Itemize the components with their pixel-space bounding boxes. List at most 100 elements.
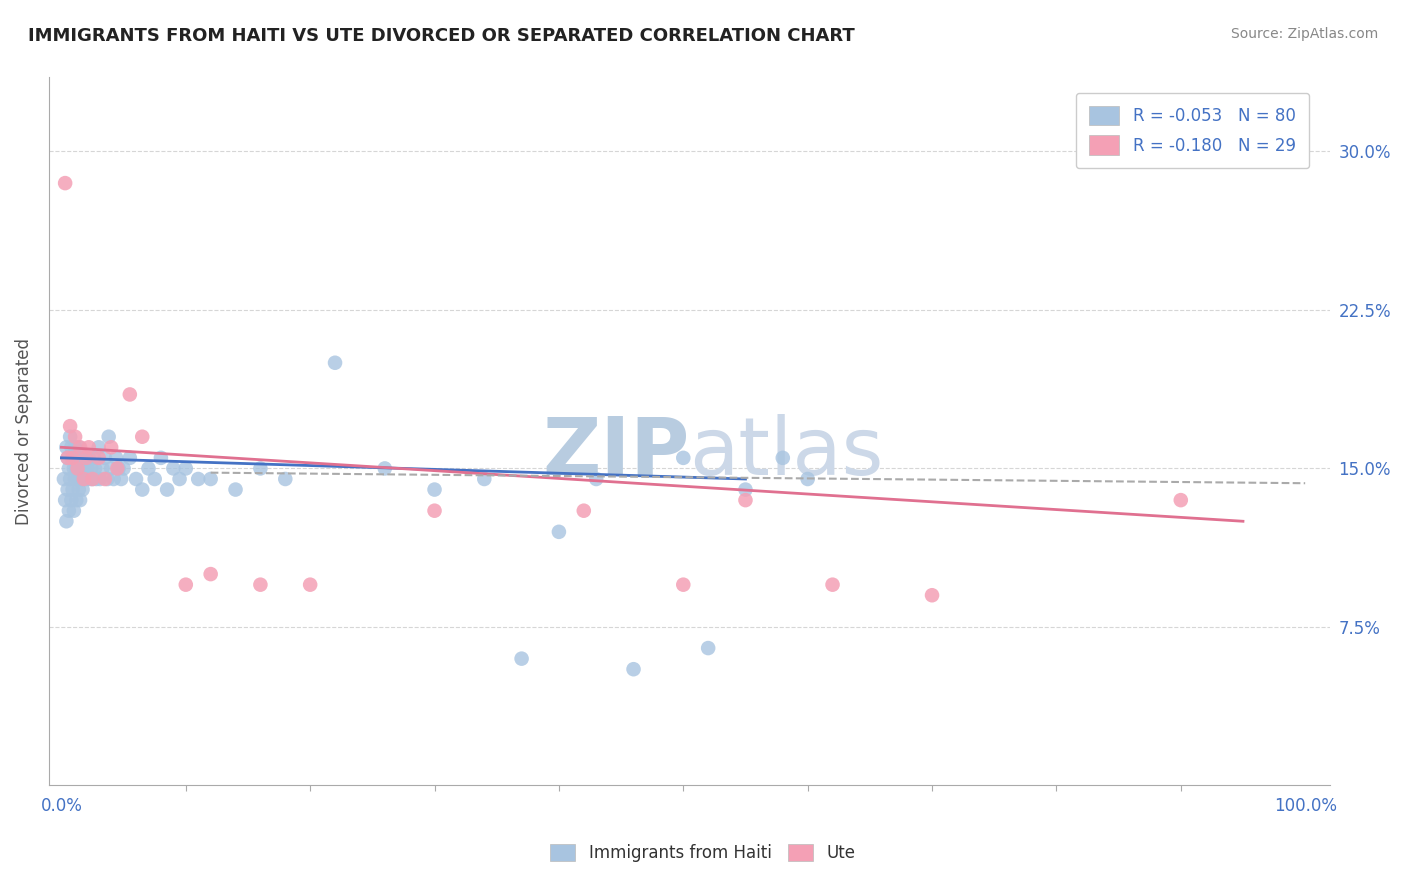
Point [59, 472, 82, 486]
Point [112, 461, 135, 475]
Point [55, 514, 77, 528]
Point [59, 419, 82, 434]
Text: atlas: atlas [689, 414, 884, 491]
Point [548, 524, 571, 539]
Point [105, 450, 128, 465]
Point [100, 440, 122, 454]
Point [73, 450, 96, 465]
Point [91, 461, 114, 475]
Point [105, 461, 128, 475]
Point [423, 504, 446, 518]
Point [87, 440, 110, 454]
Point [249, 577, 271, 591]
Point [56, 483, 79, 497]
Point [82, 472, 104, 486]
Point [63, 430, 86, 444]
Point [56, 450, 79, 465]
Point [138, 461, 160, 475]
Point [70, 450, 93, 465]
Point [80, 461, 103, 475]
Text: ZIP: ZIP [543, 414, 689, 491]
Point [76, 461, 98, 475]
Point [63, 440, 86, 454]
Point [89, 472, 111, 486]
Point [169, 472, 191, 486]
Y-axis label: Divorced or Separated: Divorced or Separated [15, 338, 32, 525]
Point [156, 483, 179, 497]
Point [97, 430, 120, 444]
Point [200, 567, 222, 582]
Point [174, 461, 197, 475]
Point [70, 472, 93, 486]
Point [65, 493, 87, 508]
Point [125, 472, 148, 486]
Point [821, 577, 844, 591]
Point [63, 461, 86, 475]
Point [67, 483, 90, 497]
Point [55, 440, 77, 454]
Point [73, 472, 96, 486]
Point [100, 461, 122, 475]
Point [697, 641, 720, 656]
Point [53, 176, 76, 190]
Point [83, 450, 105, 465]
Point [73, 461, 96, 475]
Point [58, 461, 80, 475]
Point [66, 450, 89, 465]
Point [118, 387, 141, 401]
Point [103, 472, 125, 486]
Point [772, 450, 794, 465]
Point [94, 472, 117, 486]
Point [69, 493, 91, 508]
Point [623, 662, 645, 676]
Point [66, 472, 89, 486]
Point [69, 461, 91, 475]
Point [585, 472, 607, 486]
Point [63, 472, 86, 486]
Point [510, 651, 533, 665]
Point [299, 577, 322, 591]
Point [87, 450, 110, 465]
Point [60, 440, 83, 454]
Point [67, 440, 90, 454]
Point [796, 472, 818, 486]
Point [82, 472, 104, 486]
Point [65, 461, 87, 475]
Point [84, 461, 107, 475]
Point [149, 450, 172, 465]
Point [225, 483, 247, 497]
Point [162, 461, 184, 475]
Point [94, 450, 117, 465]
Point [423, 483, 446, 497]
Point [672, 577, 695, 591]
Point [79, 472, 101, 486]
Point [58, 504, 80, 518]
Point [56, 450, 79, 465]
Point [131, 483, 153, 497]
Point [75, 472, 97, 486]
Point [143, 472, 166, 486]
Point [672, 450, 695, 465]
Point [59, 430, 82, 444]
Point [118, 450, 141, 465]
Point [1170, 493, 1192, 508]
Point [734, 483, 756, 497]
Point [572, 504, 595, 518]
Point [921, 588, 943, 602]
Point [62, 450, 84, 465]
Point [69, 440, 91, 454]
Point [107, 461, 129, 475]
Text: IMMIGRANTS FROM HAITI VS UTE DIVORCED OR SEPARATED CORRELATION CHART: IMMIGRANTS FROM HAITI VS UTE DIVORCED OR… [28, 27, 855, 45]
Point [249, 461, 271, 475]
Point [62, 450, 84, 465]
Point [75, 450, 97, 465]
Point [131, 430, 153, 444]
Point [77, 450, 100, 465]
Point [62, 483, 84, 497]
Text: Source: ZipAtlas.com: Source: ZipAtlas.com [1230, 27, 1378, 41]
Point [53, 493, 76, 508]
Point [734, 493, 756, 508]
Point [66, 461, 89, 475]
Point [374, 461, 396, 475]
Point [96, 472, 118, 486]
